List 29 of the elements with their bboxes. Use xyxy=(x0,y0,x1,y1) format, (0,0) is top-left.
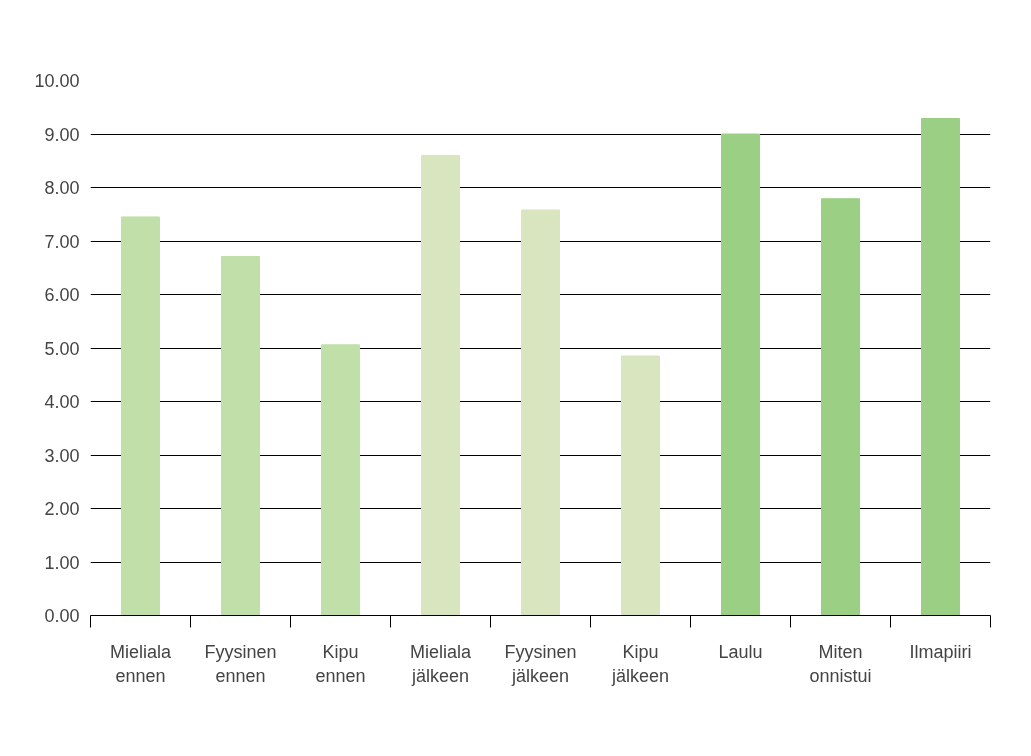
bar xyxy=(321,344,360,616)
bar xyxy=(921,117,960,616)
x-tick-label: Kipu jälkeen xyxy=(610,641,670,686)
bar xyxy=(821,198,860,616)
y-tick-label: 4.00 xyxy=(44,392,80,412)
x-tick-label: Laulu xyxy=(718,641,763,662)
x-tick-label: Mieliala ennen xyxy=(109,641,172,686)
bar xyxy=(621,355,660,616)
y-tick-label: 2.00 xyxy=(44,499,80,519)
bar xyxy=(121,216,160,616)
bar xyxy=(521,209,560,616)
y-tick-label: 1.00 xyxy=(44,552,80,573)
y-tick-label: 8.00 xyxy=(44,178,80,198)
y-tick-label: 3.00 xyxy=(44,445,80,466)
x-tick-label: Fyysinen ennen xyxy=(204,641,277,686)
bar xyxy=(721,133,760,616)
x-tick-label: Fyysinen jälkeen xyxy=(504,641,577,686)
bar xyxy=(221,256,260,616)
y-tick-label: 5.00 xyxy=(44,338,80,359)
x-tick-label: Ilmapiiri xyxy=(909,641,972,662)
y-tick-label: 9.00 xyxy=(44,124,80,145)
x-tick-label: Mieliala jälkeen xyxy=(409,641,472,686)
bar xyxy=(421,154,460,616)
x-tick-label: Kipu ennen xyxy=(315,641,366,686)
y-tick-label: 10.00 xyxy=(34,71,80,91)
x-tick-label: Miten onnistui xyxy=(809,641,872,686)
y-tick-label: 7.00 xyxy=(44,231,80,252)
y-tick-label: 0.00 xyxy=(44,606,80,626)
y-tick-label: 6.00 xyxy=(44,285,80,305)
